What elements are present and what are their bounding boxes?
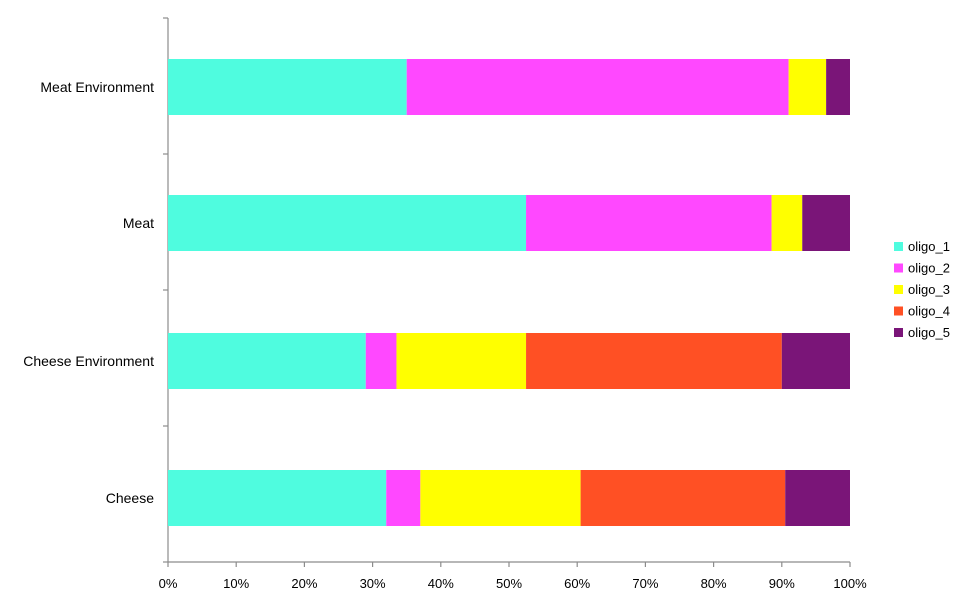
category-labels: Meat Environment Meat Cheese Environment Ch…: [23, 79, 154, 506]
x-tick-label: 80%: [701, 576, 727, 591]
legend-label: oligo_5: [908, 325, 950, 340]
category-label: Cheese Environment: [23, 353, 154, 369]
bar-segment-oligo_3: [420, 470, 581, 526]
bar-segment-oligo_1: [168, 59, 407, 115]
x-tick-label: 20%: [291, 576, 317, 591]
x-tick-labels: 0% 10% 20% 30% 40% 50% 60% 70% 80% 90% 100%: [159, 576, 867, 591]
bar-segment-oligo_3: [396, 333, 527, 389]
x-tick-label: 70%: [632, 576, 658, 591]
category-label: Meat: [123, 215, 154, 231]
bar-segment-oligo_5: [781, 333, 850, 389]
bar-segment-oligo_4: [526, 333, 782, 389]
bar-segment-oligo_5: [802, 195, 850, 251]
bar-segment-oligo_1: [168, 333, 366, 389]
bar-segment-oligo_5: [826, 59, 850, 115]
x-tick-label: 100%: [833, 576, 867, 591]
category-label: Meat Environment: [40, 79, 154, 95]
legend-swatch-oligo_2: [894, 263, 903, 273]
chart-bars: [168, 59, 850, 526]
x-tick-label: 30%: [360, 576, 386, 591]
bar-segment-oligo_5: [785, 470, 850, 526]
legend-label: oligo_3: [908, 282, 950, 297]
x-tick-label: 40%: [428, 576, 454, 591]
legend-swatch-oligo_5: [894, 328, 903, 337]
legend-swatch-oligo_4: [894, 306, 903, 316]
legend-swatch-oligo_1: [894, 242, 903, 251]
legend-label: oligo_2: [908, 261, 950, 276]
x-tick-label: 10%: [223, 576, 249, 591]
chart-legend: oligo_1 oligo_2 oligo_3 oligo_4 oligo_5: [894, 239, 950, 340]
bar-segment-oligo_1: [168, 195, 527, 251]
bar-segment-oligo_2: [526, 195, 772, 251]
bar-segment-oligo_3: [788, 59, 827, 115]
legend-swatch-oligo_3: [894, 285, 903, 294]
bar-segment-oligo_3: [771, 195, 803, 251]
category-label: Cheese: [106, 490, 154, 506]
bar-segment-oligo_2: [386, 470, 421, 526]
legend-label: oligo_4: [908, 304, 950, 319]
bar-segment-oligo_2: [406, 59, 789, 115]
x-tick-label: 0%: [159, 576, 178, 591]
x-tick-label: 50%: [496, 576, 522, 591]
bar-segment-oligo_1: [168, 470, 387, 526]
x-tick-label: 90%: [769, 576, 795, 591]
bar-segment-oligo_2: [365, 333, 397, 389]
x-tick-label: 60%: [564, 576, 590, 591]
bar-segment-oligo_4: [580, 470, 786, 526]
legend-label: oligo_1: [908, 239, 950, 254]
